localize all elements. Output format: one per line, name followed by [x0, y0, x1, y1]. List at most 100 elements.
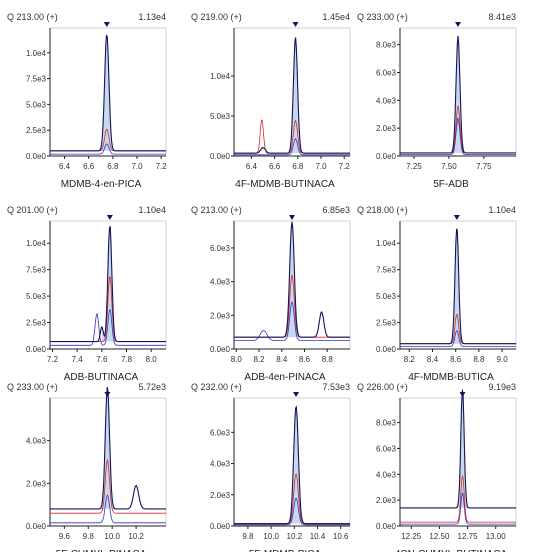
quantifier-trace [50, 225, 166, 343]
y-tick-label: 7.5e3 [26, 75, 47, 84]
x-tick-label: 6.4 [59, 162, 71, 171]
chromatogram-panel: Q 201.00 (+) 1.10e4 0.0e0 2.5e3 5.0e3 7.5e3 1.… [7, 205, 167, 383]
qualifier-trace-blue [400, 330, 516, 347]
max-intensity-label: 9.19e3 [488, 382, 516, 392]
x-tick-label: 10.0 [263, 532, 279, 541]
max-intensity-label: 1.45e4 [322, 12, 350, 22]
quantifier-trace [400, 35, 516, 154]
x-tick-label: 8.2 [404, 355, 416, 364]
quantifier-trace [400, 228, 516, 345]
qualifier-trace-blue [50, 143, 166, 155]
x-tick-label: 8.0 [146, 355, 158, 364]
max-intensity-label: 8.41e3 [488, 12, 516, 22]
x-tick-label: 8.6 [299, 355, 311, 364]
quantifier-trace [400, 389, 516, 509]
compound-title: 5F-MDMB-PICA [249, 549, 322, 552]
panel-header: Q 219.00 (+) [191, 12, 242, 22]
qualifier-trace-blue [50, 494, 166, 524]
y-tick-label: 2.0e3 [26, 479, 47, 488]
chromatogram-panel: Q 233.00 (+) 5.72e3 0.0e0 2.0e3 4.0e3 9.6 9.8 1… [7, 382, 167, 552]
peak-marker-icon [289, 215, 295, 220]
x-tick-label: 6.6 [269, 162, 281, 171]
chromatogram-panel: Q 226.00 (+) 9.19e3 0.0e0 2.0e3 4.0e3 6.0e3 8.… [357, 382, 517, 552]
quantifier-trace [50, 387, 166, 510]
peak-marker-icon [293, 392, 300, 397]
quantifier-trace [234, 405, 350, 525]
y-tick-label: 5.0e3 [26, 292, 47, 301]
x-tick-label: 10.0 [104, 532, 120, 541]
chromatogram-panel: Q 213.00 (+) 6.85e3 0.0e0 2.0e3 4.0e3 6.0e3 8.… [191, 205, 351, 383]
y-tick-label: 0.0e0 [210, 345, 231, 354]
y-tick-label: 1.0e4 [26, 49, 47, 58]
y-tick-label: 4.0e3 [210, 460, 231, 469]
peak-marker-icon [292, 22, 299, 27]
compound-title: ADB-BUTINACA [64, 372, 139, 383]
y-tick-label: 0.0e0 [376, 345, 397, 354]
max-intensity-label: 1.13e4 [138, 12, 166, 22]
max-intensity-label: 1.10e4 [138, 205, 166, 215]
chromatogram-panel: Q 213.00 (+) 1.13e4 0.0e0 2.5e3 5.0e3 7.5e3 1.… [7, 12, 167, 190]
y-tick-label: 4.0e3 [376, 470, 397, 479]
x-tick-label: 7.2 [47, 355, 59, 364]
peak-marker-icon [104, 392, 111, 397]
y-tick-label: 6.0e3 [376, 69, 397, 78]
compound-title: 4CN-CUMYL-BUTINACA [395, 549, 508, 552]
y-tick-label: 0.0e0 [26, 152, 47, 161]
x-tick-label: 7.0 [131, 162, 143, 171]
x-tick-label: 12.50 [429, 532, 450, 541]
y-tick-label: 0.0e0 [26, 522, 47, 531]
x-tick-label: 9.8 [242, 532, 254, 541]
qualifier-trace-blue [400, 491, 516, 525]
peak-area-fill [98, 34, 116, 151]
y-tick-label: 4.0e3 [210, 278, 231, 287]
x-tick-label: 6.4 [246, 162, 258, 171]
qualifier-trace-blue [234, 138, 350, 156]
panel-header: Q 233.00 (+) [7, 382, 58, 392]
panel-header: Q 233.00 (+) [357, 12, 408, 22]
y-tick-label: 2.0e3 [210, 311, 231, 320]
chromatogram-panel: Q 219.00 (+) 1.45e4 0.0e0 5.0e3 1.0e4 6.4 6.6 6… [191, 12, 351, 190]
x-tick-label: 8.8 [473, 355, 485, 364]
y-tick-label: 1.0e4 [210, 72, 231, 81]
qualifier-trace-red [50, 458, 166, 514]
peak-area-fill [98, 387, 117, 509]
x-tick-label: 7.2 [156, 162, 168, 171]
y-tick-label: 0.0e0 [376, 522, 397, 531]
y-tick-label: 1.0e4 [376, 239, 397, 248]
x-tick-label: 6.8 [292, 162, 304, 171]
y-tick-label: 2.5e3 [376, 319, 397, 328]
peak-marker-icon [459, 392, 466, 397]
x-tick-label: 7.4 [72, 355, 84, 364]
panel-header: Q 213.00 (+) [191, 205, 242, 215]
compound-title: ADB-4en-PINACA [244, 372, 325, 383]
x-tick-label: 10.4 [310, 532, 326, 541]
y-tick-label: 7.5e3 [376, 266, 397, 275]
x-tick-label: 7.75 [476, 162, 492, 171]
x-tick-label: 12.75 [458, 532, 479, 541]
max-intensity-label: 5.72e3 [138, 382, 166, 392]
x-tick-label: 7.0 [315, 162, 327, 171]
x-tick-label: 10.2 [128, 532, 144, 541]
y-tick-label: 6.0e3 [210, 428, 231, 437]
y-tick-label: 4.0e3 [26, 437, 47, 446]
x-tick-label: 8.4 [427, 355, 439, 364]
compound-title: 4F-MDMB-BUTINACA [235, 179, 335, 190]
chromatogram-panel: Q 232.00 (+) 7.53e3 0.0e0 2.0e3 4.0e3 6.0e3 9.… [191, 382, 351, 552]
x-tick-label: 8.2 [253, 355, 265, 364]
y-tick-label: 5.0e3 [210, 112, 231, 121]
chromatogram-panel: Q 218.00 (+) 1.10e4 0.0e0 2.5e3 5.0e3 7.5e3 1.… [357, 205, 517, 383]
y-tick-label: 1.0e4 [26, 239, 47, 248]
x-tick-label: 7.6 [96, 355, 108, 364]
max-intensity-label: 7.53e3 [322, 382, 350, 392]
y-tick-label: 0.0e0 [376, 152, 397, 161]
peak-area-fill [287, 37, 304, 154]
y-tick-label: 8.0e3 [376, 419, 397, 428]
y-tick-label: 2.0e3 [376, 496, 397, 505]
compound-title: MDMB-4-en-PICA [61, 179, 142, 190]
y-tick-label: 4.0e3 [376, 96, 397, 105]
compound-title: 5F-CUMYL-PINACA [56, 549, 147, 552]
qualifier-trace-blue [50, 309, 166, 346]
y-tick-label: 2.5e3 [26, 126, 47, 135]
x-tick-label: 9.6 [59, 532, 71, 541]
x-tick-label: 7.25 [406, 162, 422, 171]
